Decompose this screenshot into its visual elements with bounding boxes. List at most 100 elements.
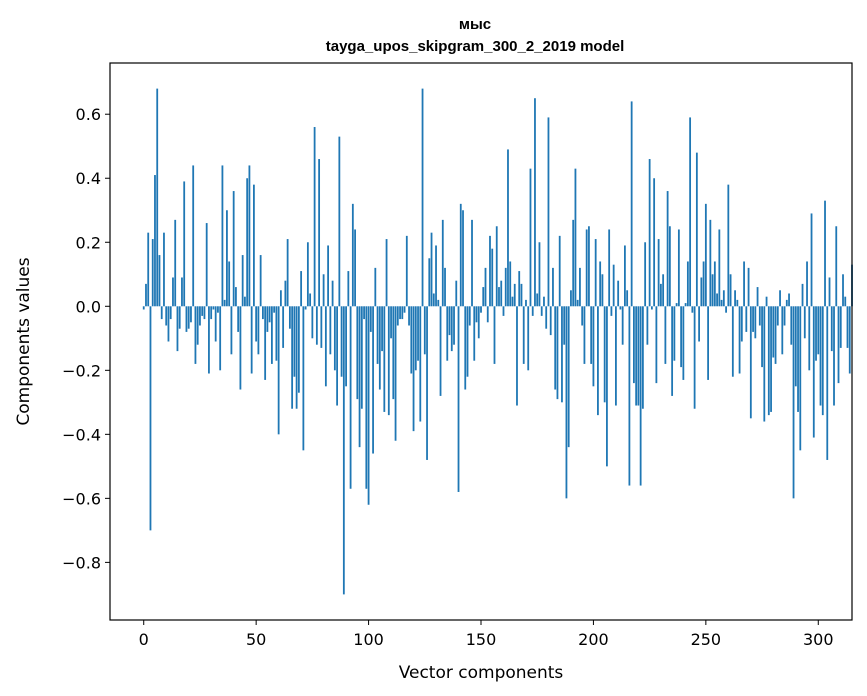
bar — [185, 306, 188, 332]
bar — [262, 306, 264, 320]
bar — [464, 306, 467, 390]
bar — [826, 306, 829, 460]
y-tick-label: −0.8 — [62, 553, 101, 572]
bar — [743, 261, 745, 307]
bar — [601, 274, 604, 307]
bar — [644, 242, 647, 307]
bar — [482, 287, 485, 307]
bar — [574, 168, 577, 307]
bar — [765, 296, 768, 307]
bar — [336, 306, 338, 406]
bar — [693, 306, 696, 409]
bar — [468, 306, 471, 326]
bar — [183, 181, 186, 307]
bar — [432, 293, 435, 307]
bar — [720, 299, 723, 307]
bar — [749, 306, 752, 419]
bar — [473, 306, 476, 361]
bar — [752, 306, 754, 332]
bar — [774, 306, 777, 364]
bar — [228, 261, 231, 307]
bar — [223, 299, 226, 307]
bar — [491, 248, 494, 307]
bar — [226, 210, 228, 307]
bar — [205, 223, 208, 307]
bar — [610, 306, 613, 316]
bar — [381, 306, 383, 352]
bar — [232, 191, 235, 307]
x-tick-label: 200 — [578, 630, 609, 649]
bar — [275, 306, 278, 361]
bar — [145, 283, 147, 307]
bar — [284, 280, 287, 307]
bar — [435, 245, 437, 307]
bar — [493, 306, 496, 364]
bar — [342, 306, 345, 595]
x-tick-label: 300 — [803, 630, 834, 649]
x-axis-label: Vector components — [399, 663, 564, 683]
bar — [347, 271, 350, 307]
bar — [581, 306, 584, 326]
bar — [268, 306, 271, 323]
y-tick-label: 0.4 — [76, 169, 101, 188]
bar — [369, 306, 372, 332]
bar — [437, 299, 440, 307]
bar — [158, 255, 161, 307]
bar — [785, 299, 788, 307]
bar — [711, 274, 714, 307]
bar — [259, 255, 262, 307]
bar — [846, 306, 849, 348]
bar — [815, 306, 817, 361]
bar — [282, 306, 285, 348]
bar — [178, 306, 181, 329]
bar — [329, 306, 332, 355]
bar — [624, 245, 626, 307]
bar — [810, 213, 813, 307]
bar — [579, 267, 581, 307]
bar — [754, 306, 757, 339]
bar — [230, 306, 233, 355]
bar — [324, 306, 327, 387]
bar — [399, 306, 401, 320]
bar — [441, 219, 444, 307]
bar — [250, 306, 253, 374]
y-tick-label: −0.4 — [62, 425, 101, 444]
bar — [160, 306, 163, 320]
bar — [543, 296, 545, 307]
bar — [277, 306, 280, 435]
x-tick-label: 150 — [466, 630, 497, 649]
bar — [302, 306, 305, 451]
bar — [417, 306, 419, 361]
bar — [459, 203, 462, 307]
bar — [196, 306, 199, 345]
bar — [304, 306, 307, 310]
bar — [594, 239, 597, 307]
bar — [801, 283, 804, 307]
bar — [253, 184, 255, 307]
bar — [662, 274, 665, 307]
plot-frame — [109, 62, 853, 621]
bar — [293, 306, 296, 377]
bar — [331, 280, 334, 307]
bar — [394, 306, 397, 441]
bar — [518, 271, 521, 307]
bar — [525, 299, 527, 307]
bar — [628, 306, 631, 486]
bar — [722, 290, 725, 307]
bar — [745, 306, 748, 332]
bar — [516, 306, 518, 406]
bar — [558, 235, 561, 307]
bar — [702, 261, 705, 307]
bar — [677, 229, 680, 307]
bar — [619, 306, 622, 310]
bar — [520, 283, 523, 307]
bar — [666, 191, 669, 307]
bar — [495, 226, 498, 307]
bar — [758, 306, 761, 326]
bar — [365, 306, 368, 489]
bar — [844, 296, 847, 307]
bar — [367, 306, 370, 505]
bar — [421, 88, 424, 307]
bar — [790, 306, 793, 345]
bar — [561, 306, 563, 403]
